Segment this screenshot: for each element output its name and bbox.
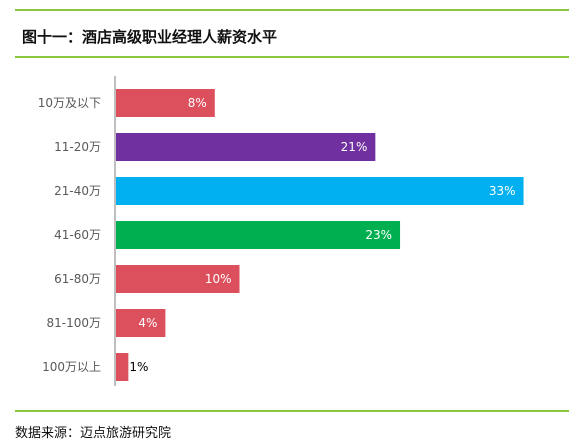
- value-label-3: 33%: [489, 184, 516, 198]
- bar-1: [116, 89, 215, 117]
- bar-5: [116, 265, 240, 293]
- bars-group: [116, 89, 524, 381]
- value-label-2: 21%: [341, 140, 368, 154]
- bar-chart: 10万及以下 11-20万 21-40万 41-60万 61-80万 81-100万 100…: [38, 76, 524, 386]
- category-labels: 10万及以下 11-20万 21-40万 41-60万 61-80万 81-100万 100…: [38, 96, 101, 374]
- category-label-2: 11-20万: [54, 140, 101, 154]
- category-label-6: 81-100万: [46, 316, 101, 330]
- category-label-3: 21-40万: [54, 184, 101, 198]
- bar-3: [116, 177, 524, 205]
- bar-7: [116, 353, 129, 381]
- value-label-4: 23%: [365, 228, 392, 242]
- value-labels: 8% 21% 33% 23% 10% 4% 1%: [129, 96, 515, 374]
- bar-2: [116, 133, 376, 161]
- category-label-1: 10万及以下: [38, 96, 101, 110]
- bar-6: [116, 309, 166, 337]
- value-label-7: 1%: [129, 360, 148, 374]
- top-rule: [15, 9, 569, 11]
- bar-4: [116, 221, 401, 249]
- value-label-6: 4%: [138, 316, 157, 330]
- value-label-5: 10%: [205, 272, 232, 286]
- title-rule: [15, 56, 569, 58]
- chart-title: 图十一：酒店高级职业经理人薪资水平: [22, 28, 278, 46]
- category-label-5: 61-80万: [54, 272, 101, 286]
- category-label-4: 41-60万: [54, 228, 101, 242]
- value-label-1: 8%: [188, 96, 207, 110]
- bottom-rule: [15, 410, 569, 412]
- source-note: 数据来源：迈点旅游研究院: [15, 426, 172, 441]
- category-label-7: 100万以上: [42, 360, 101, 374]
